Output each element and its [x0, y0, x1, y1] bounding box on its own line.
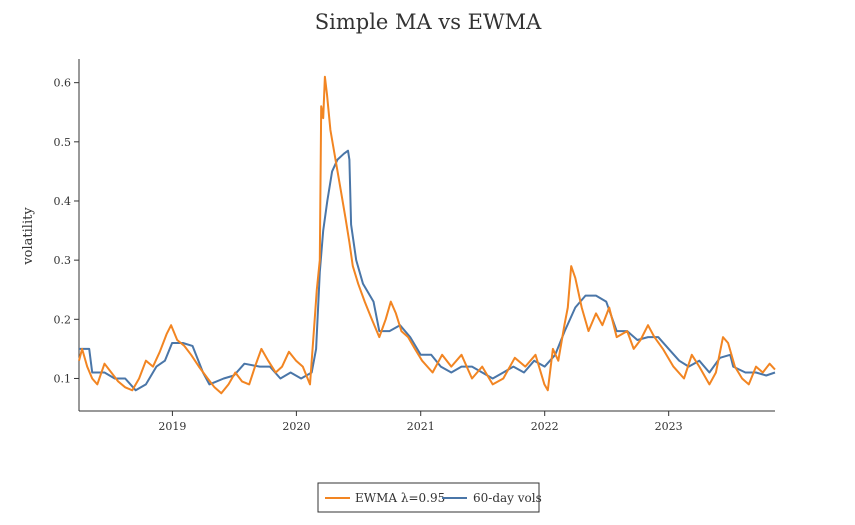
- y-tick-label: 0.6: [54, 77, 72, 90]
- plot-area: 0.1 0.2 0.3 0.4 0.5 0.6 2019 2020 2021 2022 2023: [54, 59, 776, 433]
- x-tick-label: 2023: [655, 420, 683, 433]
- x-tick-label: 2022: [531, 420, 559, 433]
- chart-title: Simple MA vs EWMA: [315, 10, 542, 34]
- y-axis-label: volatility: [21, 207, 36, 266]
- y-tick-label: 0.1: [54, 372, 72, 385]
- y-tick-label: 0.5: [54, 136, 72, 149]
- y-tick-label: 0.2: [54, 313, 72, 326]
- x-tick-label: 2019: [158, 420, 186, 433]
- x-tick-label: 2020: [282, 420, 310, 433]
- legend: EWMA λ=0.95 60-day vols: [317, 482, 542, 513]
- series-line-ewma: [78, 75, 776, 395]
- y-tick-label: 0.4: [54, 195, 72, 208]
- x-axis-ticks: 2019 2020 2021 2022 2023: [158, 411, 683, 433]
- legend-label-60-day-vols: 60-day vols: [473, 491, 542, 505]
- y-axis-ticks: 0.1 0.2 0.3 0.4 0.5 0.6: [54, 77, 79, 385]
- series-line-60-day-vols: [79, 149, 776, 392]
- x-tick-label: 2021: [407, 420, 435, 433]
- legend-box: [317, 482, 540, 513]
- legend-label-ewma: EWMA λ=0.95: [355, 491, 445, 505]
- series-group: [78, 75, 776, 395]
- y-tick-label: 0.3: [54, 254, 72, 267]
